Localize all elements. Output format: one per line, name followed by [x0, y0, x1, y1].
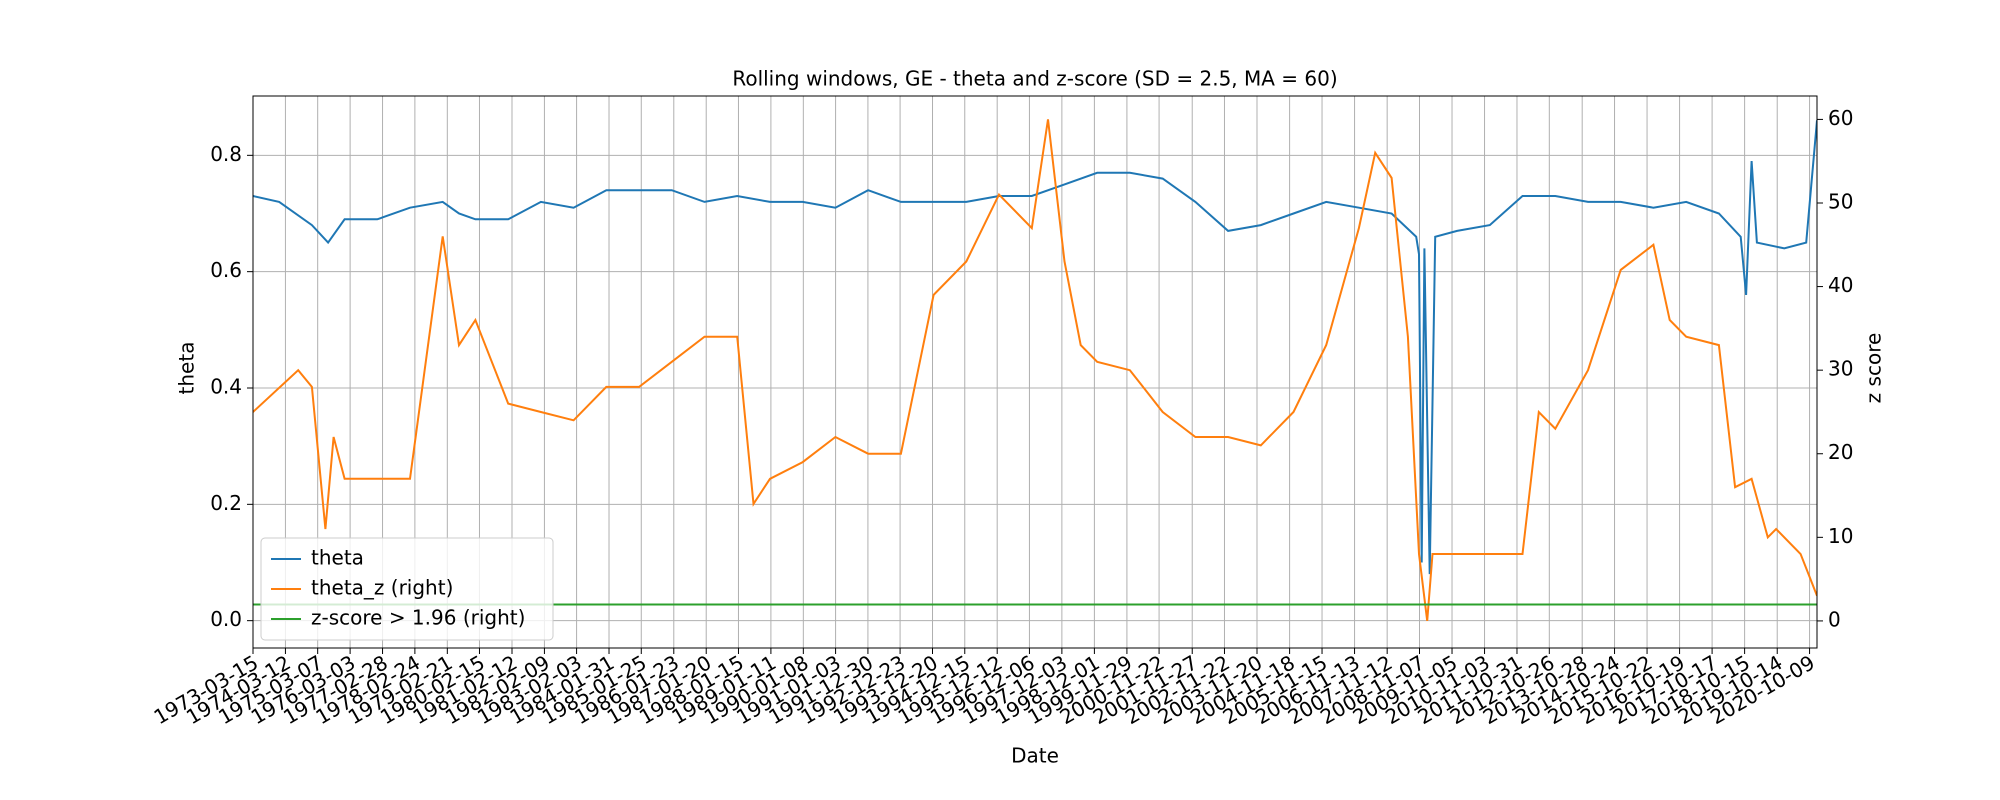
- y2-tick-label: 30: [1828, 357, 1853, 381]
- x-axis-label: Date: [1011, 744, 1059, 768]
- legend: theta theta_z (right) z-score > 1.96 (righ…: [260, 537, 554, 641]
- legend-label: z-score > 1.96 (right): [311, 606, 525, 630]
- y-axis-label: theta: [175, 342, 199, 395]
- y-tick-label: 0.4: [210, 374, 242, 398]
- y2-tick-label: 10: [1828, 524, 1853, 548]
- y2-tick-label: 0: [1828, 607, 1841, 631]
- y2-axis-label: z score: [1862, 333, 1886, 404]
- y2-tick-label: 40: [1828, 273, 1853, 297]
- legend-label: theta: [311, 546, 364, 570]
- series-line: [253, 120, 1817, 575]
- plot-frame: [252, 95, 1818, 649]
- legend-label: theta_z (right): [311, 576, 453, 600]
- legend-box: [260, 537, 554, 641]
- y2-tick-label: 60: [1828, 106, 1853, 130]
- y-tick-label: 0.6: [210, 258, 242, 282]
- y-tick-label: 0.2: [210, 491, 242, 515]
- y2-tick-label: 50: [1828, 189, 1853, 213]
- y-tick-label: 0.0: [210, 607, 242, 631]
- y2-tick-label: 20: [1828, 440, 1853, 464]
- series-line: [253, 119, 1817, 622]
- chart-title: Rolling windows, GE - theta and z-score …: [732, 67, 1337, 91]
- y-tick-label: 0.8: [210, 142, 242, 166]
